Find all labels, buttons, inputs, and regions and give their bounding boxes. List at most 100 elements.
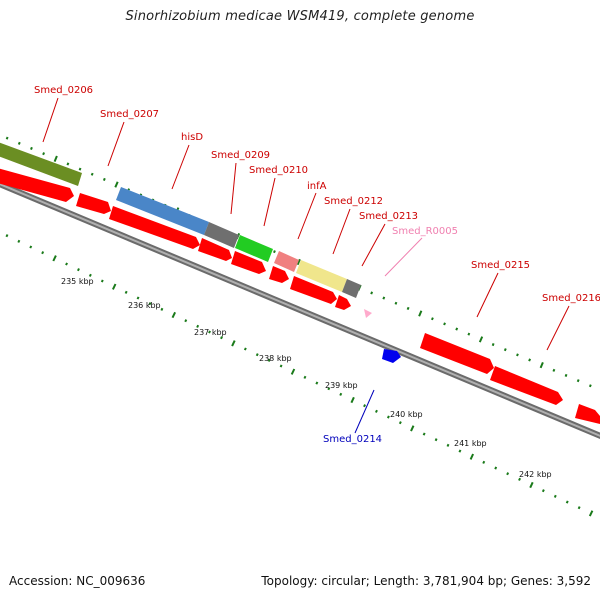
kbp-label: 241 kbp [454, 439, 487, 448]
kbp-label: 240 kbp [390, 410, 423, 419]
cds-arrow [76, 193, 111, 214]
scale-tick-minor [267, 358, 271, 362]
trna-marker [364, 309, 372, 318]
scale-tick-minor [434, 438, 438, 442]
gene-label: Smed_0206 [34, 85, 93, 96]
scale-tick-major [539, 362, 544, 369]
scale-tick-major [588, 510, 594, 517]
cds-track [0, 168, 600, 424]
scale-tick-major [418, 310, 423, 317]
scale-tick-minor [148, 302, 152, 306]
annotation-track [0, 142, 361, 298]
rna-marker-blue [382, 349, 401, 363]
accession-text: Accession: NC_009636 [9, 574, 146, 588]
scale-tick-minor [576, 379, 580, 383]
scale-tick-minor [184, 319, 188, 323]
cds-arrow [269, 266, 289, 283]
scale-tick-minor [518, 477, 522, 481]
scale-tick-minor [482, 460, 486, 464]
cds-arrow [420, 333, 494, 374]
cds-arrow [109, 206, 200, 249]
scale-tick-major [296, 258, 301, 266]
scale-tick-minor [528, 358, 532, 362]
kbp-label: 235 kbp [61, 277, 94, 286]
cds-arrow [198, 238, 232, 261]
scale-tick-minor [503, 348, 507, 352]
scale-tick-minor [29, 245, 33, 249]
gene-label: Smed_R0005 [392, 226, 458, 237]
scale-tick-major [529, 481, 534, 489]
scale-tick-minor [90, 172, 94, 176]
gene-label: Smed_0209 [211, 150, 270, 161]
scale-tick-minor [455, 327, 459, 331]
scale-tick-minor [17, 239, 21, 243]
scale-tick-minor [327, 387, 331, 391]
scale-tick-major [114, 181, 119, 188]
scale-tick-minor [552, 368, 556, 372]
scale-tick-minor [382, 296, 386, 300]
scale-tick-minor [220, 336, 223, 340]
feature-block-green [235, 235, 273, 262]
scale-tick-minor [446, 443, 450, 447]
scale-tick-minor [541, 489, 545, 493]
scale-tick-minor [160, 307, 164, 311]
scale-tick-minor [136, 296, 140, 300]
cds-arrow [290, 276, 337, 304]
scale-tick-major [478, 336, 484, 343]
gene-labels: Smed_0206 Smed_0207 hisD Smed_0209 Smed_… [34, 85, 600, 445]
feature-block-lightred [274, 251, 299, 272]
scale-tick-minor [279, 364, 283, 368]
scale-tick-minor [386, 415, 390, 419]
gene-label: Smed_0210 [249, 165, 308, 176]
scale-tick-minor [363, 404, 366, 408]
feature-block-grey [204, 222, 239, 248]
scale-tick-minor [370, 291, 374, 295]
cds-arrow [0, 168, 74, 202]
scale-tick-minor [443, 322, 446, 326]
scale-tick-minor [76, 268, 80, 272]
scale-tick-major [469, 453, 475, 460]
genome-backbone [0, 180, 600, 440]
gene-label: Smed_0212 [324, 196, 383, 207]
gene-label: Smed_0213 [359, 211, 418, 222]
scale-tick-minor [5, 234, 9, 238]
kbp-label: 236 kbp [128, 301, 161, 310]
topology-text: Topology: circular; Length: 3,781,904 bp… [261, 574, 591, 588]
feature-block-grey2 [342, 279, 361, 298]
cds-arrow [231, 251, 266, 274]
scale-tick-minor [102, 177, 106, 181]
kbp-label: 239 kbp [325, 381, 358, 390]
gene-label: hisD [181, 132, 203, 143]
scale-tick-minor [17, 141, 21, 145]
scale-tick-minor [78, 167, 82, 171]
scale-tick-major [53, 155, 58, 162]
cds-arrow [490, 366, 563, 405]
scale-tick-minor [30, 146, 33, 150]
gene-label: Smed_0207 [100, 109, 159, 120]
inner-scale-ticks [5, 234, 594, 517]
kbp-label: 238 kbp [259, 354, 292, 363]
cds-arrow [575, 404, 600, 424]
scale-tick-major [171, 311, 177, 319]
scale-tick-minor [303, 375, 307, 379]
scale-tick-major [111, 283, 117, 290]
scale-tick-minor [565, 500, 569, 504]
scale-tick-minor [374, 409, 378, 413]
gene-label: Smed_0216 [542, 293, 600, 304]
scale-tick-minor [430, 317, 434, 321]
scale-tick-minor [494, 466, 498, 470]
scale-tick-minor [467, 332, 471, 336]
scale-tick-minor [406, 306, 410, 310]
scale-tick-major [290, 368, 296, 375]
feature-block-blue [116, 187, 209, 235]
scale-tick-minor [588, 384, 592, 388]
scale-tick-major [231, 340, 236, 347]
scale-tick-minor [491, 343, 495, 347]
scale-tick-minor [273, 250, 276, 254]
kbp-label: 242 kbp [519, 470, 552, 479]
scale-tick-minor [243, 347, 247, 351]
gene-label: Smed_0214 [323, 434, 382, 445]
feature-block-yellow [296, 260, 347, 292]
scale-tick-minor [506, 472, 510, 476]
